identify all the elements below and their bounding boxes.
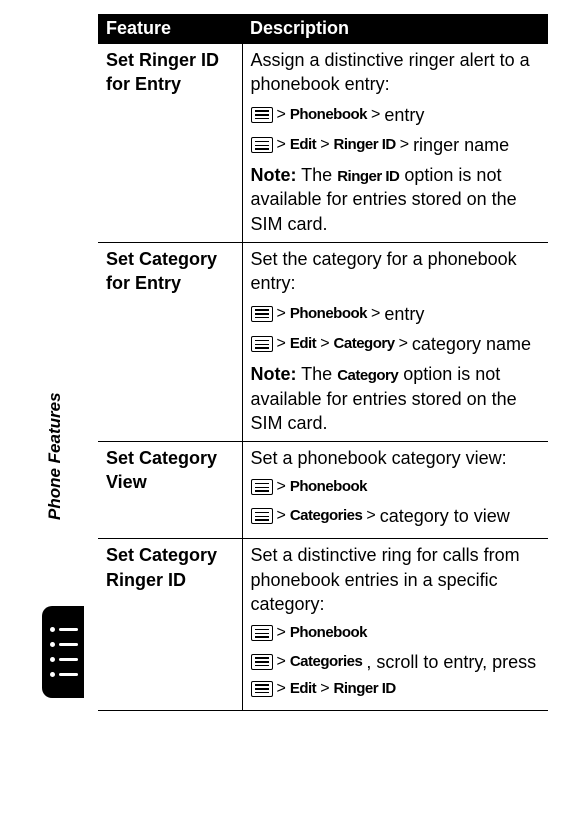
nav-step: > Phonebook > entry	[251, 103, 541, 127]
separator: >	[371, 104, 380, 126]
plain-text: entry	[384, 302, 424, 326]
col-header-description: Description	[242, 14, 548, 44]
ui-label: Categories	[290, 652, 363, 672]
separator: >	[277, 104, 286, 126]
description-intro: Set a distinctive ring for calls from ph…	[251, 543, 541, 616]
ui-label: Phonebook	[290, 623, 367, 643]
description-intro: Set the category for a phonebook entry:	[251, 247, 541, 296]
ui-label: Category	[337, 367, 398, 384]
menu-icon	[251, 508, 273, 524]
ui-label: Phonebook	[290, 477, 367, 497]
ui-label: Edit	[290, 135, 316, 155]
separator: >	[277, 134, 286, 156]
plain-text: , scroll to entry, press	[366, 650, 536, 674]
separator: >	[277, 476, 286, 498]
description-intro: Set a phonebook category view:	[251, 446, 541, 470]
feature-cell: Set Category View	[98, 442, 242, 539]
menu-icon	[251, 336, 273, 352]
feature-cell: Set Category for Entry	[98, 243, 242, 442]
separator: >	[277, 303, 286, 325]
menu-icon	[251, 625, 273, 641]
ui-label: Phonebook	[290, 105, 367, 125]
ui-label: Ringer ID	[334, 679, 396, 699]
ui-label: Phonebook	[290, 304, 367, 324]
separator: >	[400, 134, 409, 156]
description-cell: Assign a distinctive ringer alert to a p…	[242, 44, 548, 243]
section-label: Phone Features	[45, 392, 65, 520]
separator: >	[277, 505, 286, 527]
description-cell: Set a distinctive ring for calls from ph…	[242, 539, 548, 710]
menu-icon	[251, 107, 273, 123]
separator: >	[320, 134, 329, 156]
separator: >	[320, 678, 329, 700]
ui-label: Edit	[290, 679, 316, 699]
menu-icon	[251, 681, 273, 697]
plain-text: ringer name	[413, 133, 509, 157]
feature-cell: Set Ringer ID for Entry	[98, 44, 242, 243]
plain-text: category name	[412, 332, 531, 356]
menu-icon	[251, 137, 273, 153]
ui-label: Ringer ID	[334, 135, 396, 155]
col-header-feature: Feature	[98, 14, 242, 44]
separator: >	[366, 505, 375, 527]
nav-step: > Edit > Ringer ID > ringer name	[251, 133, 541, 157]
description-cell: Set a phonebook category view: > Phonebo…	[242, 442, 548, 539]
table-row: Set Category Ringer IDSet a distinctive …	[98, 539, 548, 710]
table-row: Set Category for EntrySet the category f…	[98, 243, 548, 442]
plain-text: category to view	[380, 504, 510, 528]
nav-step: > Phonebook	[251, 622, 541, 644]
table-row: Set Ringer ID for EntryAssign a distinct…	[98, 44, 548, 243]
nav-step: > Phonebook	[251, 476, 541, 498]
feature-cell: Set Category Ringer ID	[98, 539, 242, 710]
note-label: Note:	[251, 364, 297, 384]
separator: >	[277, 651, 286, 673]
note: Note: The Category option is not availab…	[251, 362, 541, 435]
separator: >	[277, 678, 286, 700]
description-cell: Set the category for a phonebook entry: …	[242, 243, 548, 442]
nav-step: > Categories > category to view	[251, 504, 541, 528]
nav-step: > Phonebook > entry	[251, 302, 541, 326]
separator: >	[320, 333, 329, 355]
ui-label: Edit	[290, 334, 316, 354]
ui-label: Categories	[290, 506, 363, 526]
separator: >	[371, 303, 380, 325]
menu-icon	[251, 306, 273, 322]
note: Note: The Ringer ID option is not availa…	[251, 163, 541, 236]
menu-icon	[251, 654, 273, 670]
menu-icon	[251, 479, 273, 495]
description-intro: Assign a distinctive ringer alert to a p…	[251, 48, 541, 97]
separator: >	[399, 333, 408, 355]
nav-step: > Categories, scroll to entry, press > E…	[251, 650, 541, 700]
ui-label: Ringer ID	[337, 168, 399, 185]
table-row: Set Category ViewSet a phonebook categor…	[98, 442, 548, 539]
list-icon	[50, 622, 78, 682]
ui-label: Category	[334, 334, 395, 354]
plain-text: entry	[384, 103, 424, 127]
features-table: Feature Description Set Ringer ID for En…	[98, 14, 548, 711]
separator: >	[277, 622, 286, 644]
note-label: Note:	[251, 165, 297, 185]
separator: >	[277, 333, 286, 355]
nav-step: > Edit > Category > category name	[251, 332, 541, 356]
